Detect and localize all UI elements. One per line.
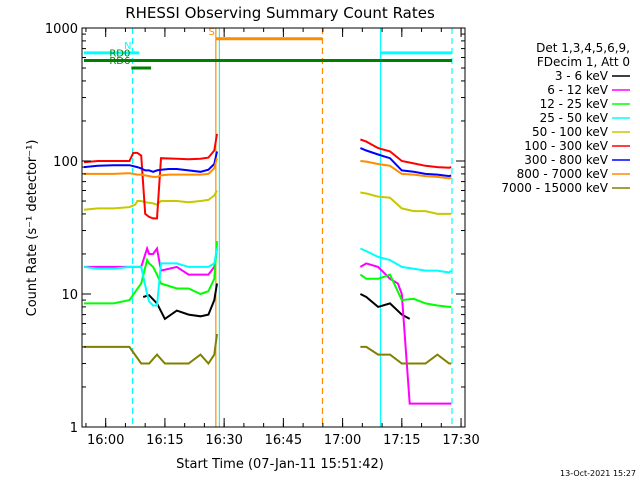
series-line-6 [83,151,218,173]
series-line-5 [360,138,452,169]
y-tick-label: 1000 [45,22,78,37]
footer-date: 13-Oct-2021 15:27 [560,469,636,478]
x-tick-label: 17:00 [324,433,361,448]
series-line-8 [360,345,452,365]
series-line-4 [83,190,218,211]
flag-label: N [124,41,131,52]
series-group [83,133,452,405]
x-tick-label: 17:30 [442,433,479,448]
y-tick-label: 100 [53,155,78,170]
flag-label: RD6 [109,56,130,67]
series-line-5 [83,133,218,220]
series-line-2 [359,273,452,308]
y-axis-label: Count Rate (s⁻¹ detector⁻¹) [25,140,40,317]
series-line-3 [83,248,218,307]
legend-label: 300 - 800 keV [524,153,608,167]
legend-label: 3 - 6 keV [555,69,609,83]
x-tick-label: 17:15 [383,433,420,448]
series-line-1 [84,245,218,276]
x-axis: 16:00 16:15 16:30 16:45 17:00 17:15 17:30 [85,28,480,448]
x-axis-label: Start Time (07-Jan-11 15:51:42) [176,457,384,472]
flag-label: S [208,27,214,38]
series-line-1 [359,262,452,405]
x-tick-label: 16:30 [205,433,242,448]
series-line-8 [84,333,218,366]
series-line-4 [360,191,452,215]
x-tick-label: 16:00 [87,433,124,448]
y-axis: 1 10 100 1000 [45,22,465,436]
x-tick-label: 16:45 [265,433,302,448]
legend-label: 25 - 50 keV [540,111,609,125]
chart-title: RHESSI Observing Summary Count Rates [125,4,435,22]
series-line-6 [360,147,452,178]
series-line-0 [142,283,218,321]
legend-label: 6 - 12 keV [547,83,609,97]
flag-label: RD0 [109,48,130,59]
legend-label: 100 - 300 keV [524,139,608,153]
legend-label: 7000 - 15000 keV [501,181,608,195]
legend-label: 12 - 25 keV [540,97,609,111]
vertical-markers [131,28,453,427]
legend-label: 800 - 7000 keV [517,167,609,181]
legend-header-line-2: FDecim 1, Att 0 [537,55,630,69]
legend-header-line-1: Det 1,3,4,5,6,9, [536,41,630,55]
y-tick-label: 10 [61,288,78,303]
legend: Det 1,3,4,5,6,9, FDecim 1, Att 0 3 - 6 k… [501,41,630,195]
series-line-2 [84,241,218,305]
series-line-3 [359,247,452,274]
series-line-7 [360,160,452,180]
plot-frame [81,27,466,428]
legend-label: 50 - 100 keV [532,125,609,139]
y-tick-label: 1 [70,421,78,436]
series-line-7 [84,157,218,178]
x-tick-label: 16:15 [146,433,183,448]
